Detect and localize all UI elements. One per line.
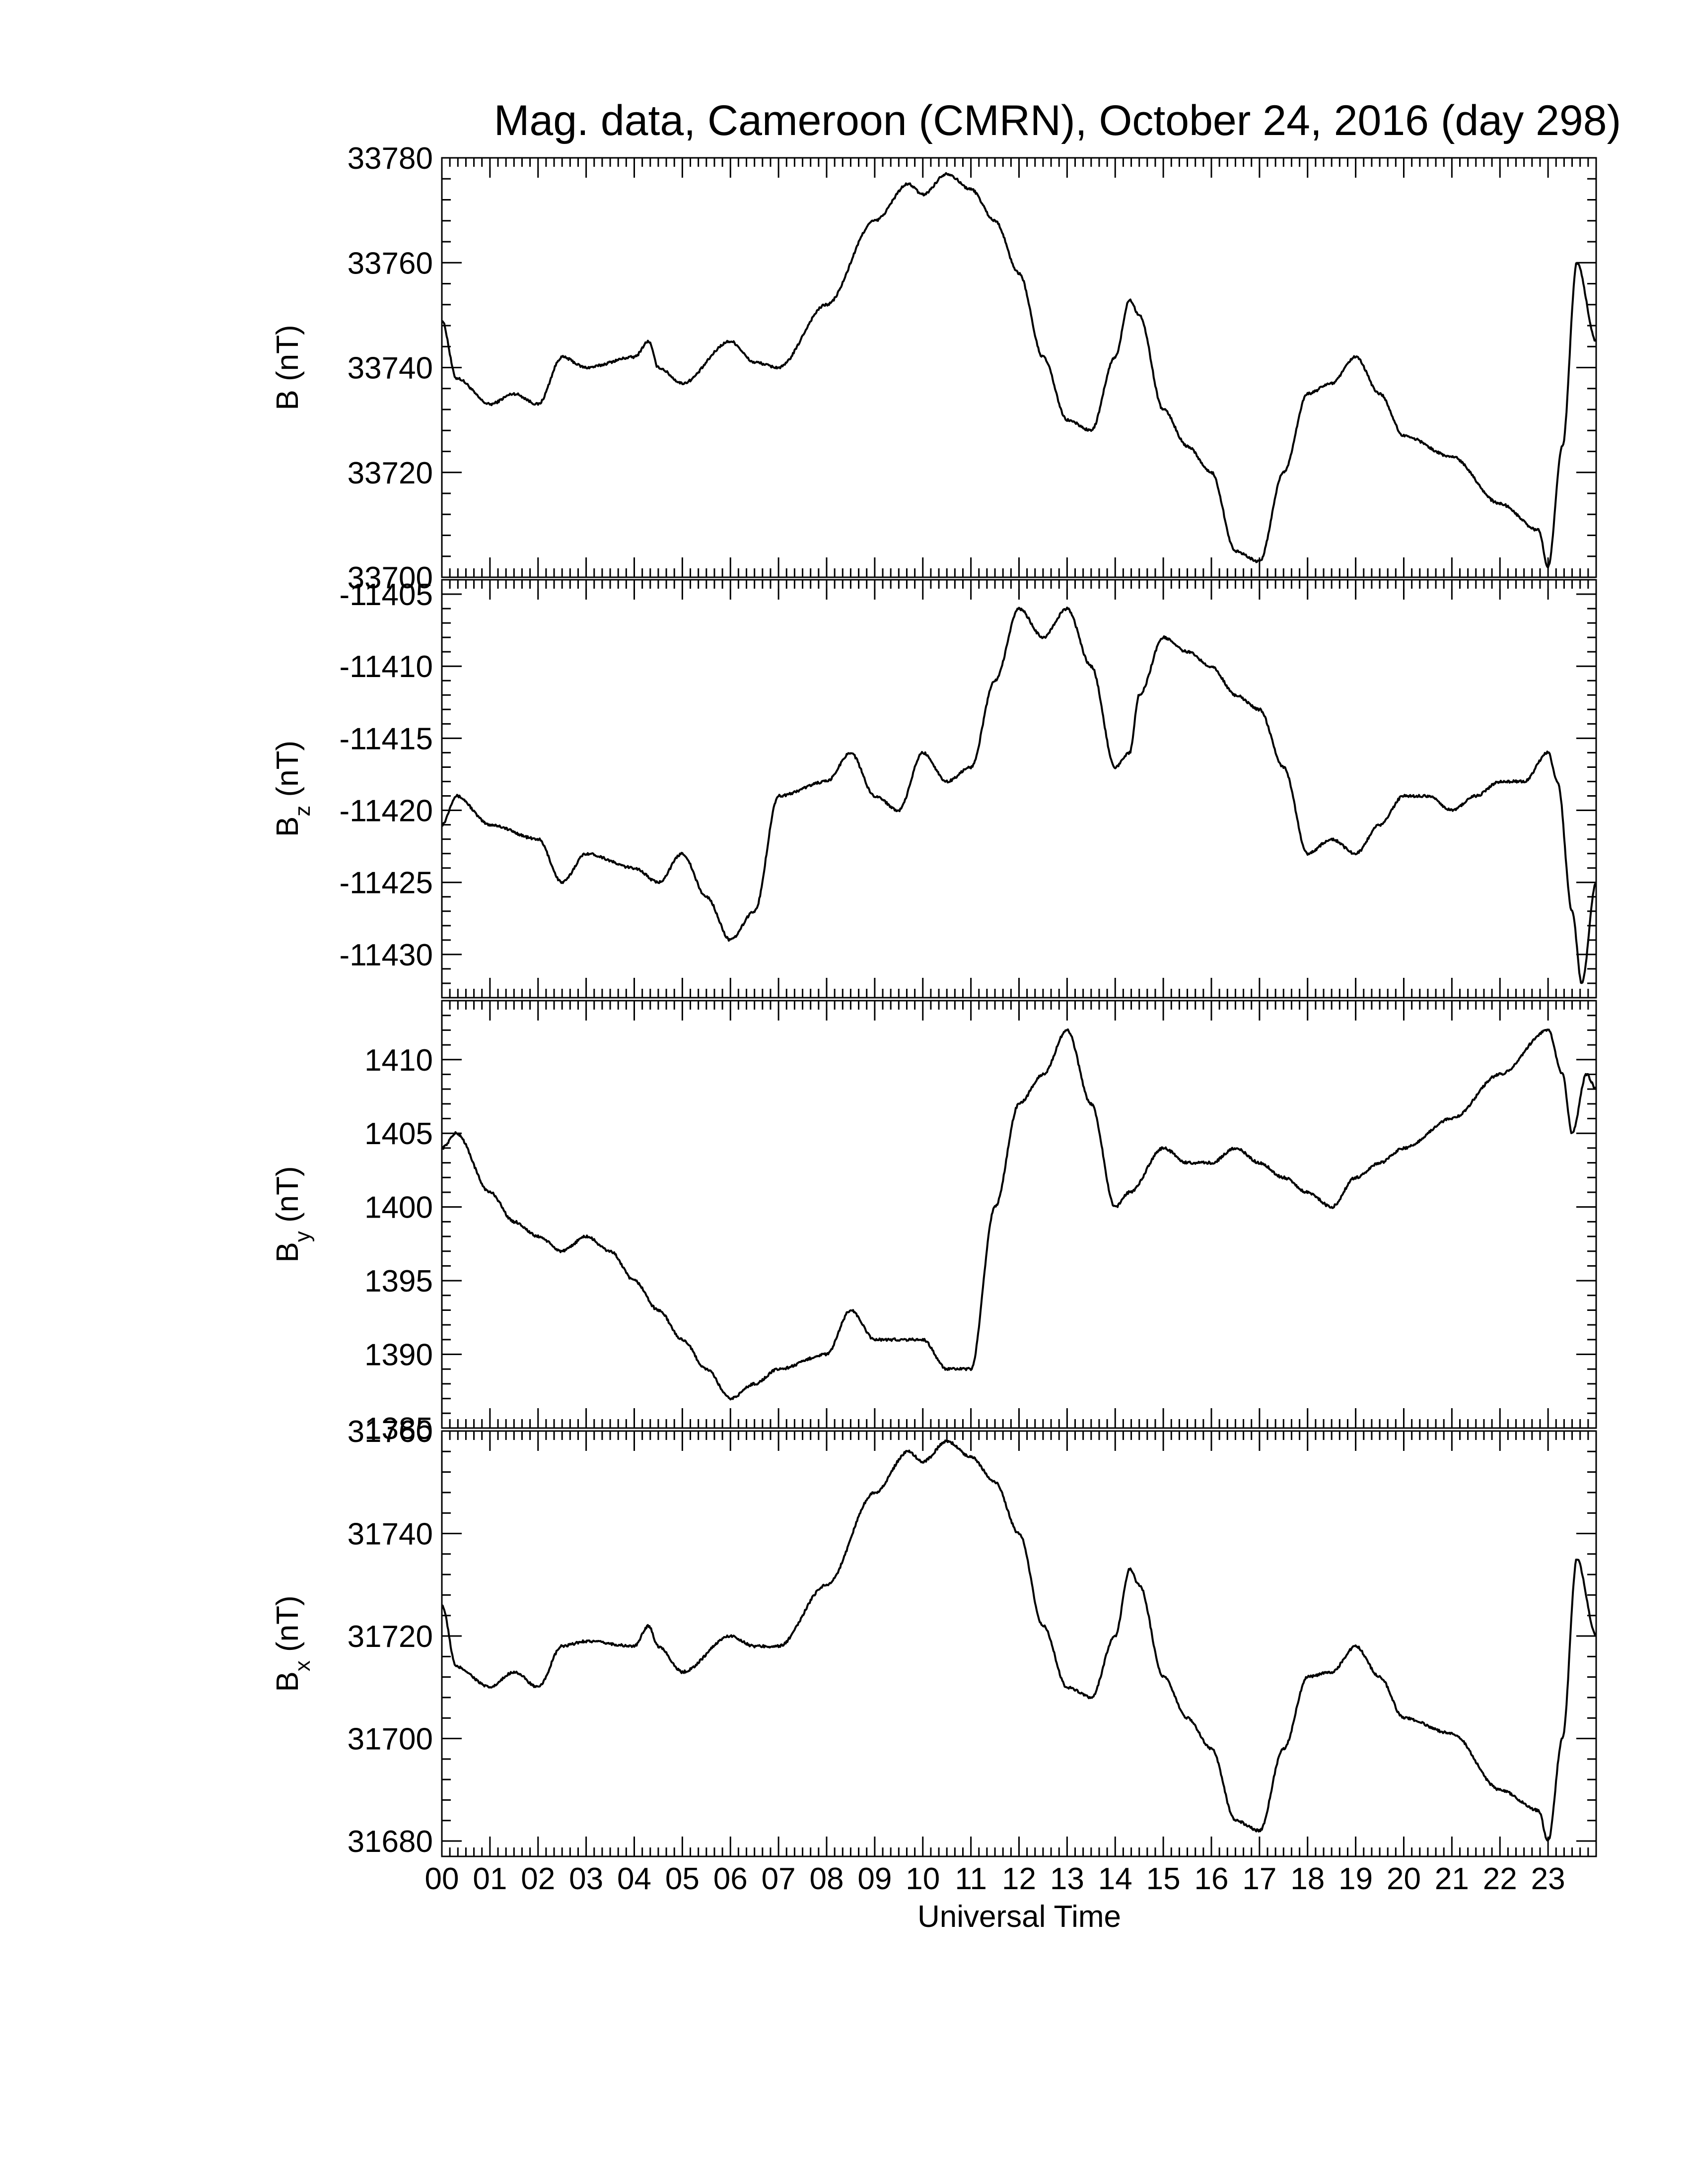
chart-title: Mag. data, Cameroon (CMRN), October 24, … [494,97,1621,144]
panel-4: 31680 31700 31720 31740 31760 Bx (nT) [271,1415,1597,1859]
y-tick-label: -11430 [340,938,433,972]
x-tick-label: 10 [906,1862,940,1896]
panel-2-y-ticks: -11430 -11425 -11420 -11415 -11410 -11405 [340,578,1596,999]
y-tick-label: 1400 [364,1191,433,1225]
x-tick-label: 06 [713,1862,748,1896]
panel-2-frame [441,579,1597,999]
x-tick-label: 23 [1531,1862,1565,1896]
panel-1-frame [441,157,1597,578]
panel-2-series-line [441,607,1597,984]
x-tick-label: 13 [1050,1862,1084,1896]
x-tick-label: 01 [473,1862,507,1896]
x-axis: 00 01 02 03 04 05 06 07 08 09 10 11 12 13 14 15 16 17 18 19… [425,1862,1565,1934]
panel-2-x-ticks [441,580,1597,998]
x-tick-label: 22 [1483,1862,1517,1896]
x-axis-title: Universal Time [917,1900,1121,1934]
panel-1-y-axis-title: B (nT) [271,325,305,410]
panel-3-series-line [441,1028,1597,1401]
panel-4-series-line [441,1439,1597,1842]
y-tick-label: 33720 [348,456,433,490]
y-tick-label: -11425 [340,866,433,900]
x-tick-label: 19 [1338,1862,1373,1896]
panel-3-y-ticks: 1385 1390 1395 1400 1405 1410 [364,1000,1596,1446]
panel-1-y-ticks: 33700 33720 33740 33760 33780 [348,141,1596,595]
y-tick-label: 31680 [348,1825,433,1859]
panel-4-frame [441,1430,1597,1857]
x-tick-label: 15 [1146,1862,1181,1896]
x-tick-label: 00 [425,1862,459,1896]
y-tick-label: 1385 [364,1412,433,1446]
x-tick-label: 12 [1002,1862,1036,1896]
x-tick-label: 21 [1435,1862,1469,1896]
x-tick-label: 04 [617,1862,651,1896]
panel-3-y-axis-title: By (nT) [271,1166,315,1262]
panel-4-y-ticks: 31680 31700 31720 31740 31760 [348,1415,1596,1859]
panel-4-x-ticks [441,1431,1597,1856]
x-tick-label: 16 [1195,1862,1229,1896]
y-tick-label: 1405 [364,1117,433,1151]
y-tick-label: -11410 [340,650,433,684]
y-tick-label: -11405 [340,578,433,612]
x-tick-label: 20 [1387,1862,1421,1896]
panel-4-y-axis-title: Bx (nT) [271,1595,315,1692]
x-tick-label: 02 [521,1862,555,1896]
x-tick-label: 07 [762,1862,796,1896]
x-tick-label: 18 [1290,1862,1325,1896]
y-tick-label: -11415 [340,722,433,756]
panel-3: 1385 1390 1395 1400 1405 1410 By (nT) [271,1000,1597,1446]
x-tick-label: 08 [810,1862,844,1896]
panel-3-frame [441,1000,1597,1429]
y-tick-label: -11420 [340,794,433,828]
x-tick-label: 14 [1098,1862,1132,1896]
y-tick-label: 1390 [364,1338,433,1372]
y-tick-label: 33780 [348,141,433,176]
panel-1-x-ticks [441,158,1597,577]
x-tick-label: 03 [569,1862,603,1896]
x-tick-labels: 00 01 02 03 04 05 06 07 08 09 10 11 12 13 14 15 16 17 18 19… [425,1862,1565,1896]
y-tick-label: 31740 [348,1517,433,1552]
x-tick-label: 17 [1242,1862,1276,1896]
y-tick-label: 1410 [364,1043,433,1078]
panel-1: 33700 33720 33740 33760 33780 B (nT) [271,141,1597,595]
panel-3-x-ticks [441,1001,1597,1428]
y-tick-label: 31700 [348,1722,433,1757]
panel-2: -11430 -11425 -11420 -11415 -11410 -11405 Bz (… [271,578,1597,999]
x-tick-label: 05 [665,1862,700,1896]
y-tick-label: 33740 [348,351,433,386]
y-tick-label: 31720 [348,1620,433,1654]
y-tick-label: 1395 [364,1264,433,1298]
y-tick-label: 31760 [348,1415,433,1449]
x-tick-label: 09 [857,1862,892,1896]
panel-2-y-axis-title: Bz (nT) [271,741,315,837]
y-tick-label: 33760 [348,246,433,280]
x-tick-label: 11 [955,1862,986,1896]
panel-1-series-line [441,172,1597,569]
y-tick-label: 33700 [348,561,433,595]
